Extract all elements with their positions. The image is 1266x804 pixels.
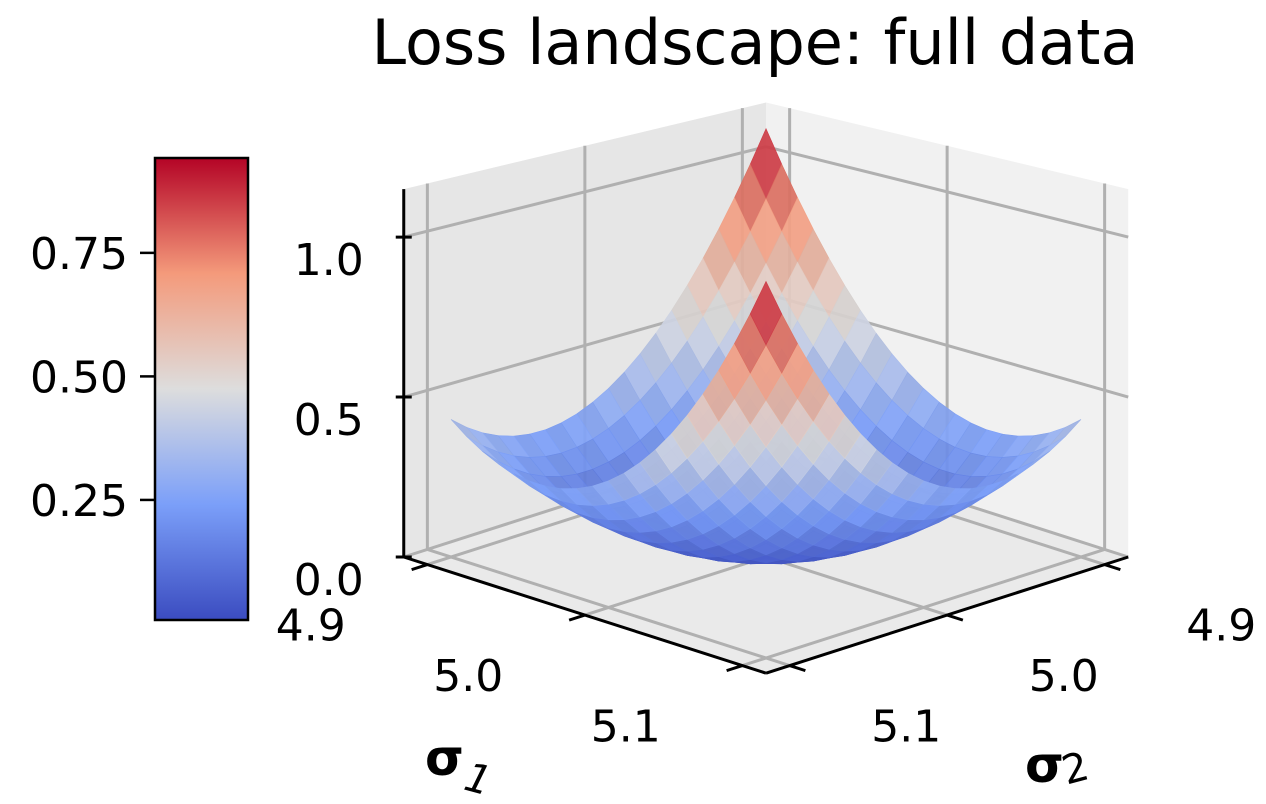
colorbar-gradient: [153, 156, 250, 622]
s2-tick-label: 4.9: [1186, 600, 1256, 651]
colorbar-tick-label: 0.25: [30, 476, 128, 527]
z-tick-label: 1.0: [294, 235, 364, 286]
surface: [450, 127, 1082, 565]
gridline-z-left: [403, 145, 767, 239]
colorbar: 0.25 0.50 0.75: [30, 156, 250, 622]
y-axis-label: σ 2: [1025, 736, 1094, 794]
s1-tick-label: 5.1: [591, 701, 661, 752]
s1-tick: [726, 664, 743, 673]
tick-labels: 4.9 5.0 5.1 4.9 5.0 5.1 0.0 0.5 1.0: [276, 235, 1256, 752]
x-axis-label: σ 1: [425, 729, 496, 804]
z-tick-label: 0.5: [294, 395, 364, 446]
surface-patch: [749, 280, 783, 346]
s1-tick-label: 4.9: [276, 600, 346, 651]
colorbar-tick-label: 0.75: [30, 229, 128, 280]
chart-title: Loss landscape: full data: [372, 6, 1139, 79]
s2-tick-label: 5.0: [1029, 651, 1099, 702]
s2-tick: [789, 664, 806, 673]
gridline-s1: [741, 547, 1106, 668]
axes-lines: [395, 189, 1129, 675]
s1-tick: [568, 613, 586, 622]
y-axis-label-sigma: σ: [1025, 736, 1064, 794]
s1-tick-label: 5.0: [433, 651, 503, 702]
s2-tick: [1104, 563, 1121, 572]
gridline-s2: [426, 547, 791, 668]
x-axis-label-sigma: σ: [425, 729, 464, 787]
s1-tick: [411, 563, 428, 572]
s2-tick: [946, 613, 964, 622]
z-tick-label: 0.0: [294, 555, 364, 606]
x-axis-label-subscript: 1: [460, 754, 496, 800]
gridline-z-right: [765, 145, 1129, 239]
colorbar-tick-label: 0.50: [30, 352, 128, 403]
s2-tick-label: 5.1: [871, 701, 941, 752]
